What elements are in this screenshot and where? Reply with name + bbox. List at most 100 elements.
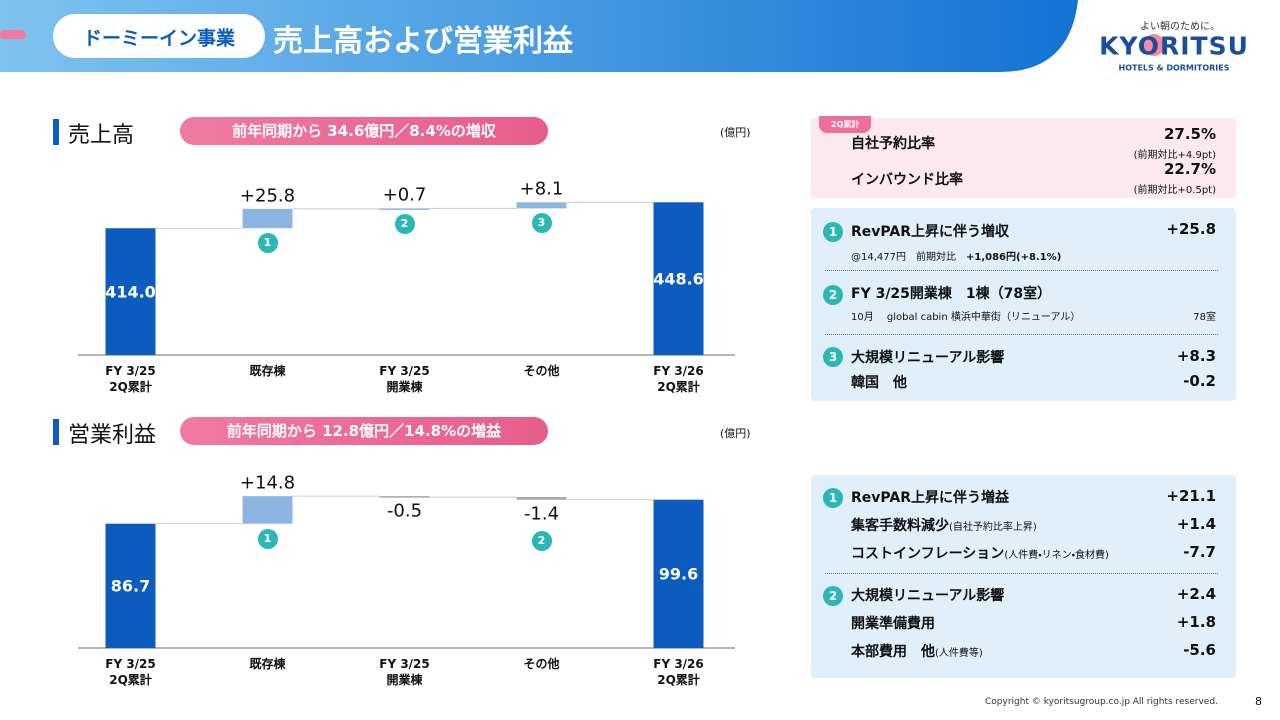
chart-title: 営業利益 xyxy=(68,423,157,448)
summary-label: 自社予約比率 xyxy=(851,136,935,152)
x-tick-label: 既存棟 xyxy=(249,364,286,378)
page-number: 8 xyxy=(1255,695,1262,708)
row-label: 集客手数料減少 xyxy=(851,518,949,534)
marker: 2 xyxy=(394,213,415,234)
item-value: +8.3 xyxy=(1176,347,1216,365)
row-label: 本部費用 他 xyxy=(851,644,935,660)
bar xyxy=(379,208,430,210)
row-note: (自社予約比率上昇) xyxy=(949,522,1037,533)
row-label: 開業準備費用 xyxy=(851,616,935,632)
bar xyxy=(653,202,704,355)
value-label: +25.8 xyxy=(239,185,296,207)
row-label: コストインフレーション xyxy=(851,546,1005,562)
bar xyxy=(242,496,293,524)
value-label: +8.1 xyxy=(519,178,564,200)
item-value: +2.4 xyxy=(1176,585,1216,603)
summary-note: (前期対比+4.9pt) xyxy=(1133,150,1216,161)
value-label: -0.5 xyxy=(386,500,423,522)
x-tick-label: FY 3/25 2Q累計 xyxy=(105,364,156,394)
header-band xyxy=(0,0,1078,72)
value-label: -1.4 xyxy=(523,503,560,525)
item-row-value: -5.6 xyxy=(1183,641,1216,659)
item-number: 2 xyxy=(823,285,843,305)
item-row: 韓国 他 xyxy=(851,375,907,391)
copyright: Copyright © kyoritsugroup.co.jp All righ… xyxy=(985,697,1218,707)
value-label: 414.0 xyxy=(105,282,156,302)
item-row-value: -7.7 xyxy=(1183,543,1216,561)
logo-sub: HOTELS & DORMITORIES xyxy=(1118,63,1230,73)
summary-value: 22.7% xyxy=(1163,160,1216,178)
bar xyxy=(653,499,704,648)
header-pill xyxy=(53,14,265,58)
x-tick-label: 既存棟 xyxy=(249,657,286,671)
value-label: 448.6 xyxy=(653,269,704,289)
value-label: 86.7 xyxy=(110,576,151,596)
value-label: +14.8 xyxy=(239,472,296,494)
x-tick-label: その他 xyxy=(523,657,560,671)
summary-value: 27.5% xyxy=(1163,125,1216,143)
section-bar xyxy=(53,119,59,145)
x-tick-label: FY 3/26 2Q累計 xyxy=(653,364,704,394)
unit-label: (億円) xyxy=(720,427,751,440)
item-row-value: +1.4 xyxy=(1176,515,1216,533)
separator xyxy=(825,270,1218,271)
logo-brand: KYORITSU xyxy=(1099,31,1249,61)
marker: 2 xyxy=(531,530,552,551)
bar xyxy=(379,496,430,498)
marker: 1 xyxy=(257,233,278,254)
chart-subtitle: 前年同期から 12.8億円／14.8%の増益 xyxy=(180,417,548,445)
x-tick-label: FY 3/25 開業棟 xyxy=(379,657,430,687)
item-title: 大規模リニューアル影響 xyxy=(851,350,1005,366)
item-title: RevPAR上昇に伴う増収 xyxy=(851,224,1009,240)
item-row-value: +1.8 xyxy=(1176,613,1216,631)
marker: 1 xyxy=(257,528,278,549)
bar xyxy=(516,497,567,500)
header-title: 売上高および営業利益 xyxy=(273,24,573,59)
summary-label: インバウンド比率 xyxy=(851,172,963,188)
item-value: +21.1 xyxy=(1166,487,1216,505)
item-detail-bold: +1,086円(+8.1%) xyxy=(966,252,1062,263)
item-title: RevPAR上昇に伴う増益 xyxy=(851,490,1009,506)
summary-panel: 2Q累計 自社予約比率 27.5% (前期対比+4.9pt) インバウンド比率 … xyxy=(811,116,1236,198)
x-tick-label: FY 3/26 2Q累計 xyxy=(653,657,704,687)
value-label: +0.7 xyxy=(382,184,427,206)
header-accent xyxy=(0,30,26,39)
item-row: 本部費用 他(人件費等) xyxy=(851,641,983,661)
separator xyxy=(825,573,1218,574)
header-tag: ドーミーイン事業 xyxy=(82,27,236,50)
item-title: FY 3/25開業棟 1棟（78室） xyxy=(851,286,1052,302)
item-row-value: -0.2 xyxy=(1183,372,1216,390)
separator xyxy=(825,334,1218,335)
bar xyxy=(516,202,567,209)
item-number: 3 xyxy=(823,347,843,367)
item-row: コストインフレーション(人件費・リネン・食材費) xyxy=(851,543,1109,563)
x-tick-label: その他 xyxy=(523,364,560,378)
item-number: 2 xyxy=(823,586,843,606)
item-detail: @14,477円 前期対比 xyxy=(851,252,956,263)
section-bar xyxy=(53,419,59,445)
sales-panel: 1 RevPAR上昇に伴う増収 +25.8 @14,477円 前期対比 +1,0… xyxy=(811,208,1236,401)
value-label: 99.6 xyxy=(658,564,699,584)
bar xyxy=(105,523,156,648)
summary-note: (前期対比+0.5pt) xyxy=(1133,185,1216,196)
item-row: 開業準備費用 xyxy=(851,613,935,633)
chart-title: 売上高 xyxy=(68,123,135,148)
row-note: (人件費等) xyxy=(935,648,983,659)
x-tick-label: FY 3/25 開業棟 xyxy=(379,364,430,394)
logo-sun xyxy=(1143,34,1165,56)
chart-subtitle: 前年同期から 34.6億円／8.4%の増収 xyxy=(180,117,548,145)
x-tick-label: FY 3/25 2Q累計 xyxy=(105,657,156,687)
bar xyxy=(242,208,293,229)
logo-tagline: よい朝のために。 xyxy=(1140,21,1220,33)
item-title: 大規模リニューアル影響 xyxy=(851,588,1005,604)
profit-panel: 1 RevPAR上昇に伴う増益 +21.1 集客手数料減少(自社予約比率上昇) +1.4… xyxy=(811,475,1236,678)
unit-label: (億円) xyxy=(720,126,751,139)
summary-tag: 2Q累計 xyxy=(819,116,872,133)
row-note: (人件費・リネン・食材費) xyxy=(1004,550,1109,561)
bar xyxy=(105,228,156,355)
item-number: 1 xyxy=(823,488,843,508)
item-detail-value: 78室 xyxy=(1193,312,1216,323)
marker: 3 xyxy=(531,213,552,234)
item-row: 集客手数料減少(自社予約比率上昇) xyxy=(851,515,1037,535)
